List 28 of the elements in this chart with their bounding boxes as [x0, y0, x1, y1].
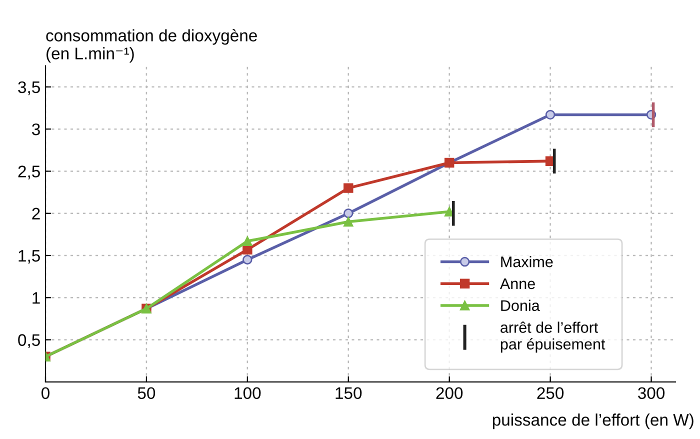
- y-tick-label: 2,5: [18, 166, 40, 180]
- legend-label: Anne: [500, 278, 535, 290]
- point: [242, 254, 252, 265]
- x-tick-label: 150: [336, 387, 362, 400]
- y-tick-label: 0,5: [18, 334, 40, 348]
- legend-label: Maxime: [501, 256, 553, 268]
- x-tick-label: 250: [537, 387, 564, 400]
- y-tick-label: 3: [32, 123, 40, 136]
- y-tick-label: 3,5: [18, 81, 40, 96]
- point: [242, 244, 252, 254]
- point: [344, 216, 354, 227]
- y-tick-label: 1,5: [18, 250, 40, 264]
- point: [545, 110, 556, 120]
- x-axis-title: puissance de l’effort (en W): [492, 414, 694, 430]
- y-tick-label: 2: [32, 208, 40, 220]
- legend-label: Donia: [501, 300, 540, 312]
- legend-label: arrêt de l’effort par épuisement: [500, 322, 606, 353]
- x-tick-label: 300: [638, 387, 665, 400]
- y-tick-label: 1: [32, 292, 40, 304]
- point: [344, 208, 354, 218]
- point: [444, 206, 454, 217]
- point: [344, 183, 354, 193]
- x-tick-label: 0: [42, 387, 50, 400]
- point: [242, 236, 252, 246]
- y-axis-title: consommation de dioxygène (en L.min⁻¹): [46, 29, 257, 63]
- x-tick-label: 200: [436, 387, 463, 400]
- x-tick-label: 100: [234, 387, 261, 400]
- x-tick-label: 50: [138, 387, 156, 400]
